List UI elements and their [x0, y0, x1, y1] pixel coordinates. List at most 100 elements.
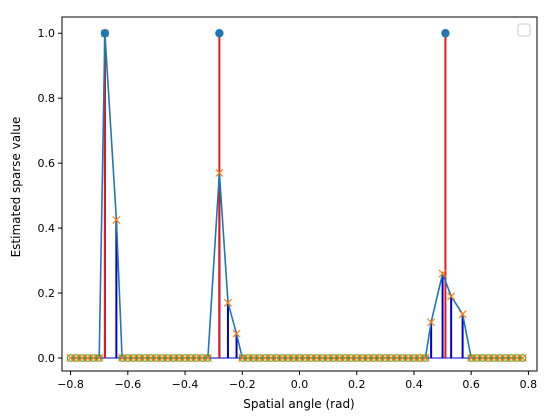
zero-marker	[204, 354, 212, 362]
estimate-marker	[223, 298, 232, 307]
estimate-marker	[78, 353, 87, 363]
zero-marker	[152, 354, 161, 362]
zero-marker	[473, 354, 481, 362]
zero-marker	[358, 354, 367, 362]
estimate-marker	[95, 353, 104, 363]
estimate-marker	[163, 353, 172, 363]
estimate-line	[70, 33, 523, 359]
zero-marker	[307, 354, 315, 362]
plot-area	[66, 29, 527, 363]
zero-marker	[341, 354, 349, 362]
estimate-marker	[415, 353, 424, 363]
estimate-marker	[215, 168, 224, 177]
zero-marker	[84, 354, 92, 362]
zero-marker	[187, 354, 195, 362]
estimate-marker	[123, 353, 132, 363]
estimate-marker	[135, 353, 144, 363]
zero-marker	[255, 354, 264, 362]
zero-marker	[158, 354, 166, 362]
zero-marker	[284, 354, 292, 362]
zero-marker	[490, 354, 498, 362]
zero-marker	[387, 354, 395, 362]
estimate-marker	[72, 353, 81, 363]
estimate-marker	[335, 353, 344, 363]
zero-marker	[198, 354, 206, 362]
estimate-marker	[66, 353, 75, 363]
zero-marker	[312, 354, 321, 362]
zero-marker	[278, 354, 287, 362]
zero-marker	[272, 354, 281, 362]
true-marker	[215, 29, 224, 38]
x-tick-label: 0.0	[291, 378, 309, 391]
zero-marker	[124, 354, 132, 362]
estimate-marker	[467, 353, 476, 363]
estimate-marker	[89, 353, 98, 363]
legend-box	[517, 23, 531, 37]
zero-marker	[518, 354, 527, 362]
estimate-marker	[507, 353, 516, 363]
zero-marker	[415, 354, 424, 362]
zero-marker	[381, 354, 390, 362]
axes: −0.8 −0.6 −0.4 −0.2 0.0 0.2 0.4 0.6 0.8 0.0 0.2 0.4…	[38, 16, 538, 391]
zero-marker	[370, 354, 378, 362]
x-tick-label: 0.8	[520, 378, 538, 391]
zero-marker	[267, 354, 275, 362]
estimate-marker	[490, 353, 499, 363]
estimate-marker	[392, 353, 401, 363]
estimate-marker	[447, 292, 456, 301]
zero-marker	[135, 354, 143, 362]
zero-marker	[66, 354, 75, 362]
zero-marker	[335, 354, 344, 362]
estimate-marker	[261, 353, 270, 363]
true-marker	[100, 29, 110, 38]
estimate-marker	[495, 353, 504, 363]
zero-marker	[484, 354, 493, 362]
zero-marker	[421, 354, 430, 362]
estimate-marker	[484, 353, 493, 363]
estimate-marker	[152, 353, 161, 363]
x-tick-label: −0.8	[57, 378, 84, 391]
estimate-marker	[289, 353, 298, 363]
y-tick-label: 0.6	[38, 157, 56, 170]
estimate-marker	[364, 353, 373, 363]
x-axis-label: Spatial angle (rad)	[243, 397, 355, 411]
estimate-marker	[306, 353, 315, 363]
zero-marker	[330, 354, 338, 362]
zero-marker	[513, 354, 521, 362]
estimate-marker	[312, 353, 321, 363]
zero-marker	[290, 354, 298, 362]
estimate-marker	[301, 353, 310, 363]
estimate-marker	[324, 353, 333, 363]
estimate-marker	[243, 353, 253, 363]
zero-marker	[169, 354, 178, 362]
zero-marker	[324, 354, 332, 362]
zero-marker	[404, 354, 412, 362]
estimate-marker	[472, 353, 481, 363]
zero-marker	[181, 354, 189, 362]
x-tick-label: −0.2	[229, 378, 256, 391]
estimate-marker	[255, 353, 264, 363]
estimate-marker	[186, 353, 195, 363]
zero-marker	[478, 354, 487, 362]
zero-marker	[467, 354, 475, 362]
estimate-marker	[192, 353, 201, 363]
zero-marker	[118, 354, 126, 362]
zero-marker	[238, 354, 246, 362]
estimate-marker	[249, 353, 258, 363]
zero-marker	[261, 354, 269, 362]
estimate-marker	[398, 353, 407, 363]
y-tick-label: 0.4	[38, 222, 56, 235]
zero-marker	[147, 354, 155, 362]
estimate-marker	[112, 215, 121, 225]
x-tick-label: 0.2	[348, 378, 366, 391]
estimate-marker	[278, 353, 287, 363]
estimate-marker	[409, 353, 418, 363]
estimate-marker	[118, 353, 127, 363]
estimate-marker	[203, 353, 212, 363]
estimate-marker	[318, 353, 327, 363]
zero-marker	[95, 354, 103, 362]
y-tick-label: 0.2	[38, 287, 56, 300]
estimate-marker	[421, 353, 430, 363]
zero-marker	[364, 354, 372, 362]
